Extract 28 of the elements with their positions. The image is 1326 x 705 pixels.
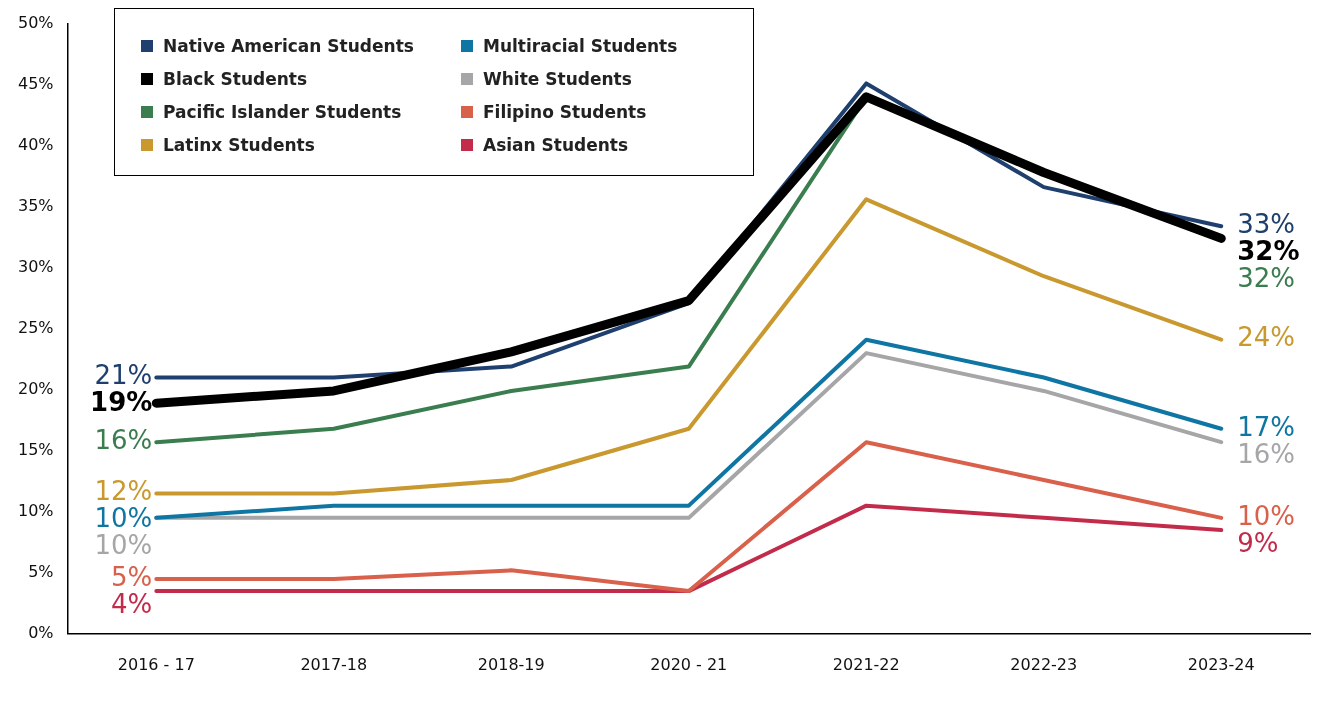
y-tick-label: 15% — [18, 439, 54, 459]
data-label: 16% — [94, 424, 153, 455]
y-tick-label: 0% — [28, 622, 54, 642]
y-tick-label: 25% — [18, 317, 54, 337]
y-tick-label: 20% — [18, 378, 54, 398]
legend-label: White Students — [483, 68, 632, 89]
x-tick-label: 2021-22 — [832, 654, 900, 674]
y-tick-label: 5% — [28, 561, 54, 581]
x-tick-label: 2018-19 — [477, 654, 545, 674]
legend-label: Pacific Islander Students — [163, 101, 402, 122]
y-tick-label: 30% — [18, 256, 54, 276]
legend-label: Multiracial Students — [483, 35, 678, 56]
y-tick-label: 40% — [18, 134, 54, 154]
data-label: 24% — [1237, 322, 1296, 353]
legend-label: Asian Students — [483, 134, 629, 155]
y-tick-label: 10% — [18, 500, 54, 520]
x-tick-label: 2020 - 21 — [650, 654, 728, 674]
legend-label: Filipino Students — [483, 101, 647, 122]
x-tick-label: 2023-24 — [1187, 654, 1255, 674]
x-tick-label: 2016 - 17 — [117, 654, 195, 674]
x-tick-label: 2022-23 — [1010, 654, 1078, 674]
y-tick-label: 45% — [18, 73, 54, 93]
legend-label: Native American Students — [163, 35, 414, 56]
y-tick-label: 50% — [18, 12, 54, 32]
legend-label: Latinx Students — [163, 134, 315, 155]
y-tick-label: 35% — [18, 195, 54, 215]
legend-label: Black Students — [163, 68, 308, 89]
x-tick-label: 2017-18 — [300, 654, 368, 674]
